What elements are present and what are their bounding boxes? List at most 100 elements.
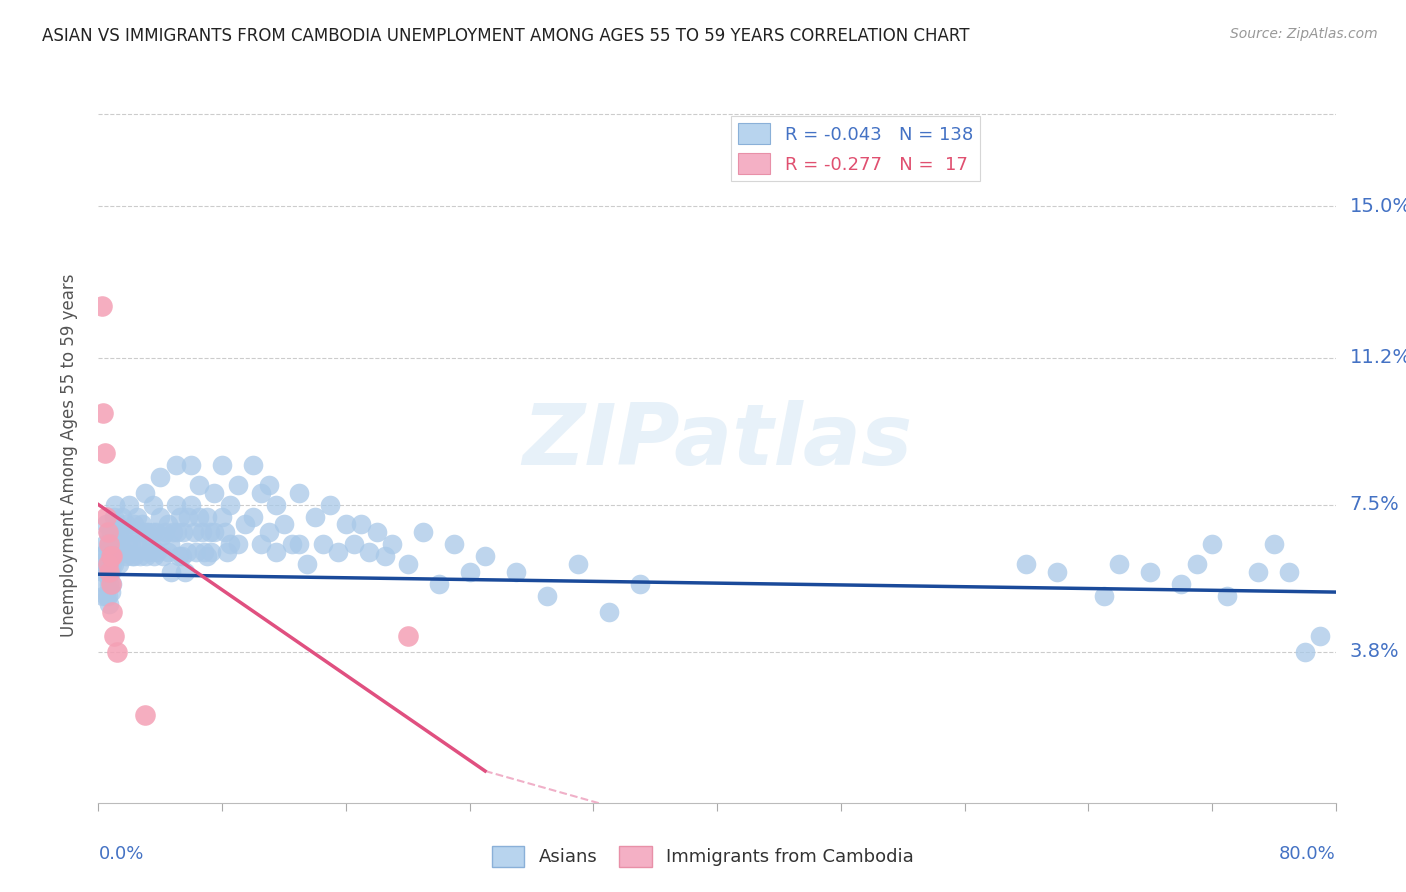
Point [98, 597, 121, 611]
Point [172, 525, 194, 540]
Point [150, 529, 173, 543]
Point [145, 525, 167, 540]
Point [165, 498, 187, 512]
Point [297, 558, 319, 572]
Point [100, 549, 122, 564]
Point [143, 549, 166, 564]
Point [107, 558, 129, 572]
Point [122, 549, 145, 564]
Point [343, 537, 366, 551]
Point [115, 517, 138, 532]
Point [257, 525, 280, 540]
Text: ASIAN VS IMMIGRANTS FROM CAMBODIA UNEMPLOYMENT AMONG AGES 55 TO 59 YEARS CORRELA: ASIAN VS IMMIGRANTS FROM CAMBODIA UNEMPL… [42, 27, 970, 45]
Point [1294, 645, 1316, 659]
Text: 11.2%: 11.2% [1350, 348, 1406, 367]
Point [98, 577, 121, 591]
Point [1170, 577, 1192, 591]
Text: ZIPatlas: ZIPatlas [522, 400, 912, 483]
Point [98, 565, 121, 579]
Point [101, 537, 124, 551]
Point [242, 509, 264, 524]
Point [115, 549, 138, 564]
Point [100, 549, 122, 564]
Point [103, 558, 125, 572]
Point [93, 577, 115, 591]
Point [215, 545, 238, 559]
Point [250, 537, 273, 551]
Point [242, 458, 264, 472]
Point [319, 498, 342, 512]
Point [159, 537, 181, 551]
Point [188, 509, 211, 524]
Point [149, 509, 172, 524]
Point [118, 525, 141, 540]
Point [598, 605, 620, 619]
Point [1201, 537, 1223, 551]
Point [381, 537, 404, 551]
Point [132, 537, 155, 551]
Point [114, 545, 136, 559]
Point [204, 525, 226, 540]
Point [118, 498, 141, 512]
Text: 15.0%: 15.0% [1350, 197, 1406, 216]
Point [101, 605, 124, 619]
Point [134, 485, 156, 500]
Point [264, 545, 288, 559]
Point [211, 509, 233, 524]
Point [1278, 565, 1301, 579]
Point [157, 517, 180, 532]
Point [100, 585, 122, 599]
Point [100, 577, 122, 591]
Point [103, 629, 125, 643]
Point [193, 545, 215, 559]
Point [97, 525, 120, 540]
Text: 80.0%: 80.0% [1279, 845, 1336, 863]
Point [1046, 565, 1069, 579]
Point [200, 545, 222, 559]
Point [134, 525, 156, 540]
Point [288, 485, 311, 500]
Point [108, 537, 131, 551]
Point [138, 545, 160, 559]
Point [136, 525, 159, 540]
Point [96, 589, 118, 603]
Point [250, 485, 273, 500]
Point [350, 517, 373, 532]
Point [97, 525, 120, 540]
Point [458, 565, 481, 579]
Point [97, 549, 120, 564]
Point [104, 498, 127, 512]
Point [312, 537, 335, 551]
Point [1108, 558, 1130, 572]
Point [127, 537, 149, 551]
Point [357, 545, 380, 559]
Point [96, 565, 118, 579]
Point [195, 509, 218, 524]
Text: 7.5%: 7.5% [1350, 495, 1399, 514]
Point [91, 565, 114, 579]
Point [105, 645, 128, 659]
Point [1247, 565, 1270, 579]
Point [273, 517, 295, 532]
Point [567, 558, 589, 572]
Point [97, 558, 120, 572]
Point [1185, 558, 1208, 572]
Point [93, 537, 115, 551]
Point [131, 517, 153, 532]
Point [146, 545, 169, 559]
Text: 0.0%: 0.0% [98, 845, 143, 863]
Point [180, 458, 202, 472]
Point [443, 537, 465, 551]
Point [105, 517, 128, 532]
Point [103, 509, 125, 524]
Point [129, 549, 152, 564]
Point [101, 549, 124, 564]
Point [188, 477, 211, 491]
Y-axis label: Unemployment Among Ages 55 to 59 years: Unemployment Among Ages 55 to 59 years [59, 273, 77, 637]
Point [149, 470, 172, 484]
Point [96, 517, 118, 532]
Point [127, 509, 149, 524]
Point [219, 498, 242, 512]
Point [170, 549, 193, 564]
Point [204, 485, 226, 500]
